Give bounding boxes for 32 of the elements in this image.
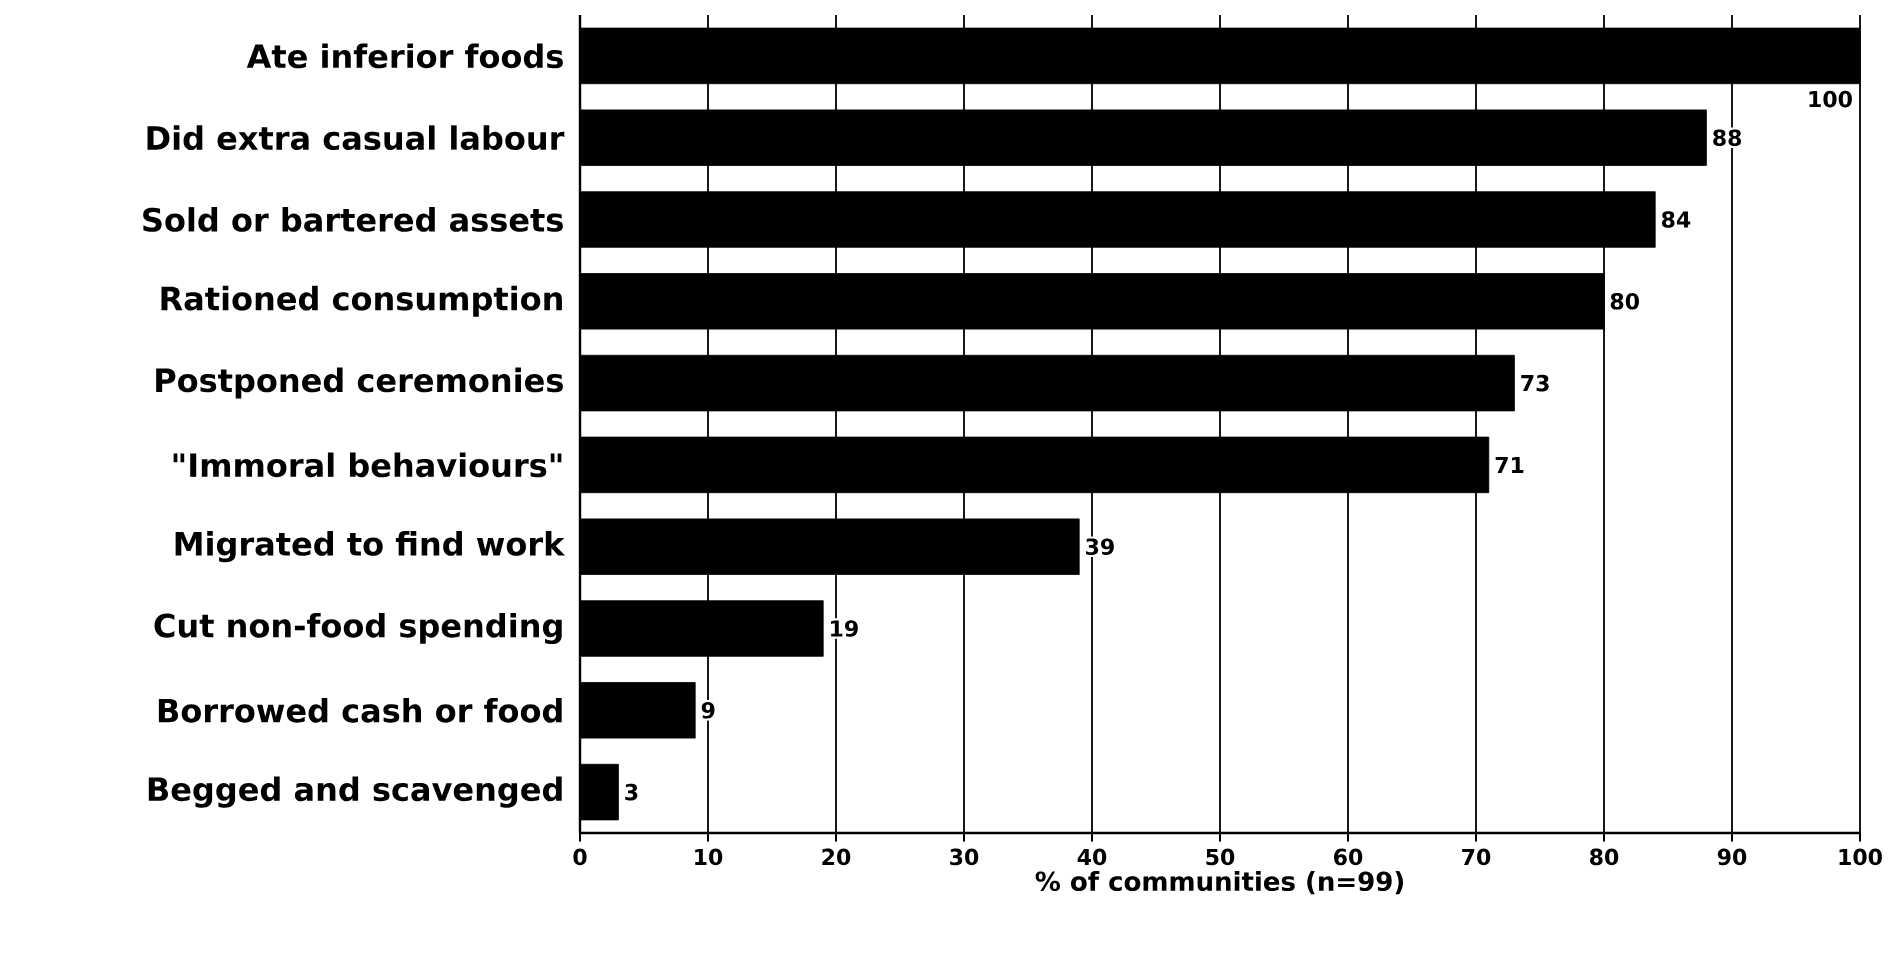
- x-tick-label: 60: [1334, 848, 1363, 866]
- data-label: 84: [1661, 211, 1691, 228]
- x-axis-title: % of communities (n=99): [1035, 870, 1404, 895]
- x-tick-label: 10: [695, 848, 723, 866]
- x-tick-label: 80: [1590, 848, 1619, 866]
- x-tick-label: 100: [1839, 848, 1882, 866]
- y-tick-label: Cut non-food spending: [154, 612, 562, 645]
- y-tick-label: Rationed consumption: [161, 285, 562, 317]
- y-tick-label: Migrated to find work: [175, 531, 566, 563]
- data-label: 73: [1521, 374, 1549, 392]
- data-label: 80: [1610, 293, 1639, 310]
- y-tick-label: Did extra casual labour: [147, 125, 565, 151]
- y-tick-label: Begged and scavenged: [148, 776, 562, 808]
- y-tick-label: Sold or bartered assets: [143, 207, 563, 232]
- x-tick-label: 90: [1717, 848, 1747, 866]
- data-label: 39: [1086, 538, 1114, 556]
- y-tick-label: Ate inferior foods: [246, 43, 563, 69]
- data-label: 19: [831, 620, 858, 637]
- y-tick-label: "Immoral behaviours": [173, 452, 562, 478]
- x-tick-label: 50: [1206, 848, 1235, 866]
- x-tick-label: 70: [1462, 848, 1491, 866]
- y-tick-label: Postponed ceremonies: [156, 367, 563, 399]
- x-tick-label: 40: [1077, 848, 1107, 866]
- data-label: 88: [1713, 129, 1742, 147]
- x-tick-label: 0: [573, 848, 587, 866]
- y-tick-label: Borrowed cash or food: [158, 697, 562, 723]
- x-tick-label: 20: [822, 848, 851, 866]
- data-label: 100: [1809, 90, 1852, 108]
- data-label: 9: [701, 701, 715, 719]
- data-label: 3: [625, 783, 638, 801]
- x-tick-label: 30: [950, 848, 979, 866]
- data-label: 71: [1495, 456, 1524, 473]
